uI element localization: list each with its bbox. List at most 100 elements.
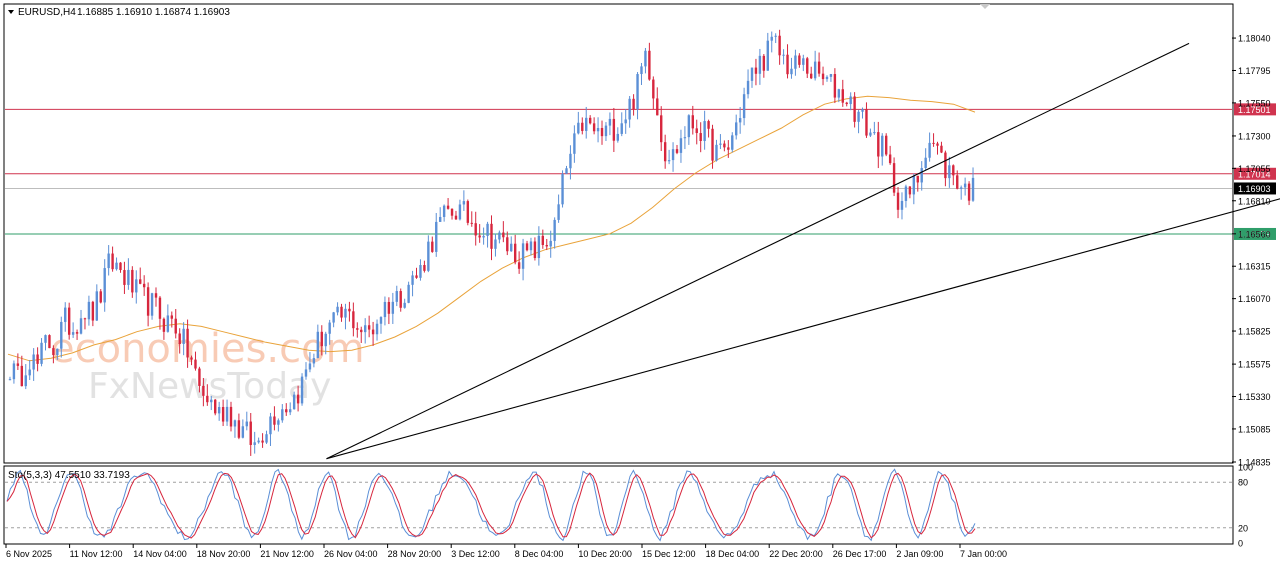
candle: [257, 437, 260, 444]
candle: [778, 29, 781, 65]
candle: [142, 275, 146, 296]
candle: [865, 102, 868, 138]
candle: [435, 212, 438, 257]
time-axis-tick: 10 Dec 20:00: [578, 549, 632, 559]
price-tag-text: 1.17014: [1238, 169, 1271, 179]
candle: [111, 246, 114, 272]
price-axis-tick: 1.15825: [1238, 327, 1271, 337]
trendline-2[interactable]: [326, 162, 1280, 460]
candle: [427, 235, 430, 273]
candle: [912, 173, 916, 205]
candle: [549, 230, 552, 258]
candle: [948, 156, 951, 188]
candle: [510, 236, 513, 252]
candle: [158, 295, 162, 330]
candle: [513, 234, 517, 265]
candle: [537, 226, 541, 266]
candle: [750, 67, 754, 88]
candle: [695, 119, 698, 145]
candle: [214, 398, 217, 416]
candle: [324, 331, 327, 355]
candle: [367, 315, 371, 338]
candle: [131, 266, 134, 298]
candle: [229, 401, 233, 432]
candle: [466, 199, 470, 226]
candle: [924, 148, 927, 171]
candle: [253, 431, 256, 454]
price-axis-tick: 1.16810: [1238, 196, 1271, 206]
candle: [423, 260, 426, 273]
candle: [719, 134, 722, 150]
candle: [900, 192, 904, 220]
candle: [36, 347, 39, 372]
candle: [616, 127, 620, 143]
candle: [798, 53, 801, 68]
candle: [786, 44, 789, 79]
time-axis-tick: 11 Nov 12:00: [70, 549, 123, 559]
price-tag-text: 1.17501: [1238, 105, 1271, 115]
candle: [498, 230, 501, 244]
candle: [656, 87, 659, 116]
candle: [241, 419, 245, 439]
candle: [221, 399, 225, 427]
oscillator-panel[interactable]: [3, 465, 1234, 545]
time-axis-tick: 14 Nov 04:00: [133, 549, 187, 559]
candle: [206, 384, 209, 406]
candle: [888, 145, 892, 165]
candle: [845, 101, 848, 107]
candle: [265, 430, 268, 444]
candle: [486, 221, 489, 248]
candle: [474, 211, 477, 246]
candle: [202, 377, 205, 407]
price-axis-tick: 1.15085: [1238, 424, 1271, 434]
price-axis-tick: 1.16560: [1238, 229, 1271, 239]
candle: [273, 406, 276, 431]
scroll-marker-icon[interactable]: [980, 4, 990, 9]
candle: [16, 353, 20, 371]
candle: [217, 401, 221, 421]
time-axis-tick: 15 Dec 12:00: [642, 549, 696, 559]
trendline-1[interactable]: [326, 42, 1190, 460]
candle: [395, 285, 398, 307]
candle: [190, 355, 193, 366]
price-axis-tick: 1.17300: [1238, 131, 1271, 141]
candle: [813, 50, 817, 81]
candle: [415, 267, 418, 279]
candle: [873, 121, 876, 135]
time-axis-tick: 18 Nov 20:00: [197, 549, 251, 559]
time-axis-tick: 18 Dec 04:00: [706, 549, 760, 559]
candle: [565, 165, 568, 174]
price-axis-tick: 1.16315: [1238, 262, 1271, 272]
price-tag-resistance: 1.17014: [1234, 167, 1276, 180]
price-axis-tick: 1.18040: [1238, 34, 1271, 44]
candle: [320, 325, 323, 356]
candle: [446, 198, 450, 210]
candle: [849, 92, 852, 111]
candle: [198, 366, 201, 393]
candle: [387, 297, 391, 325]
candle: [896, 187, 900, 219]
candle: [774, 33, 777, 44]
symbol-dropdown-icon[interactable]: [8, 10, 14, 14]
candle: [178, 328, 181, 354]
candle: [683, 126, 687, 150]
candle: [707, 119, 710, 138]
candle: [841, 79, 844, 107]
candle: [32, 348, 35, 381]
price-axis-tick: 1.17055: [1238, 164, 1271, 174]
candle: [285, 403, 288, 416]
candle: [529, 237, 533, 256]
candle: [600, 120, 604, 145]
candle: [904, 184, 908, 208]
candle: [758, 48, 762, 85]
candle: [103, 259, 106, 312]
candle: [107, 245, 110, 276]
candle: [660, 106, 663, 152]
candle: [754, 58, 758, 86]
candle: [877, 121, 880, 169]
price-axis-tick: 1.14835: [1238, 458, 1271, 468]
candle: [174, 308, 177, 339]
candle: [588, 115, 592, 125]
time-axis-tick: 7 Jan 00:00: [960, 549, 1007, 559]
